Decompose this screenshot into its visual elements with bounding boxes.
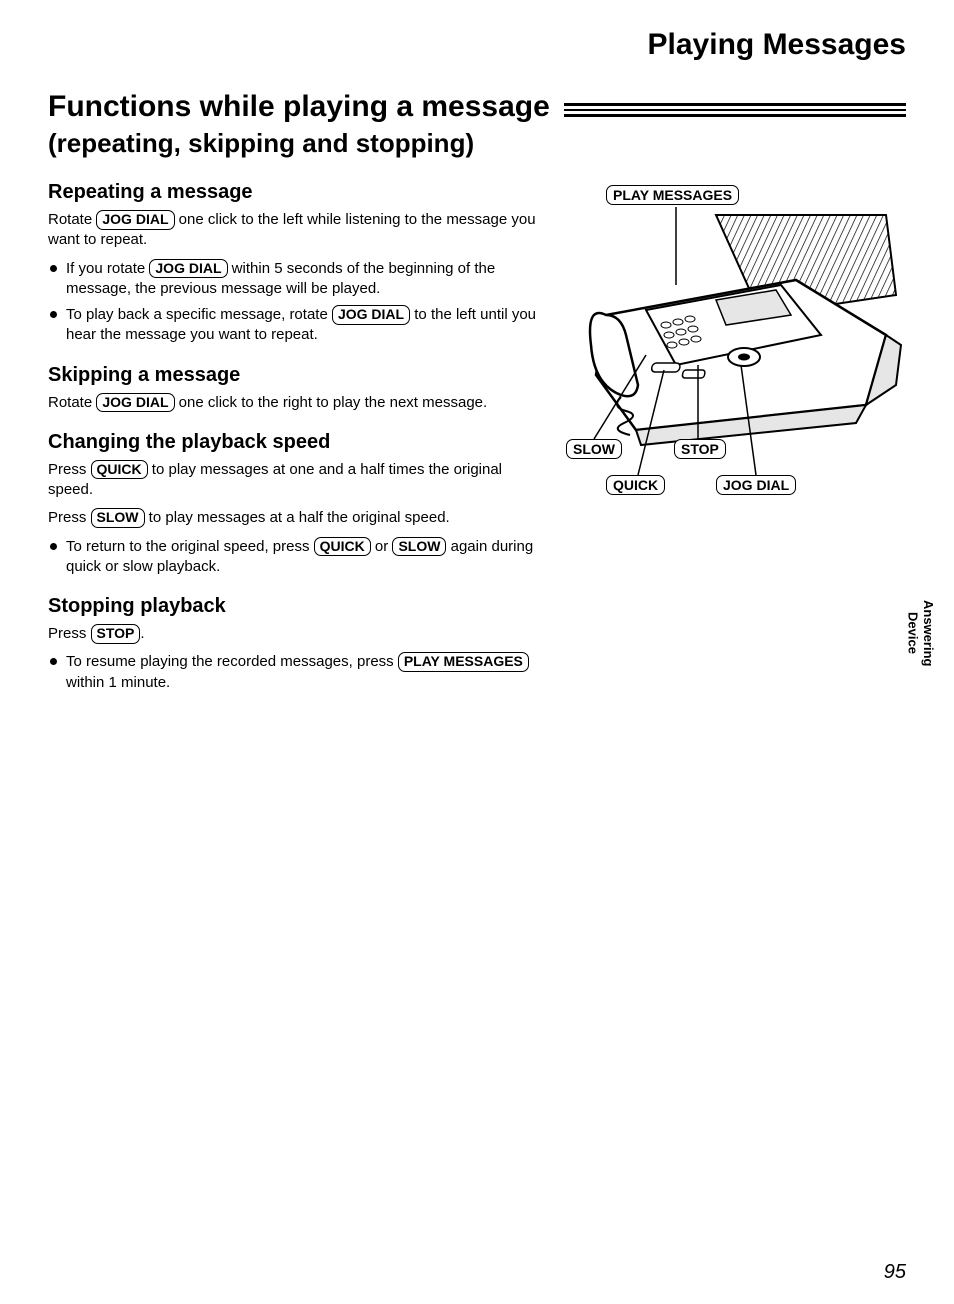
text: To play back a specific message, rotate <box>66 306 332 323</box>
repeating-intro: Rotate JOG DIAL one click to the left wh… <box>48 210 542 251</box>
tab-line-1: Answering <box>921 600 936 666</box>
jog-dial-button-label: JOG DIAL <box>149 259 227 279</box>
page-number: 95 <box>884 1261 906 1284</box>
stopping-p1: Press STOP. <box>48 624 542 644</box>
text: Rotate <box>48 394 96 411</box>
tab-line-2: Device <box>905 612 920 654</box>
stopping-heading: Stopping playback <box>48 595 542 618</box>
text: to play messages at a half the original … <box>145 509 450 526</box>
list-item: To play back a specific message, rotate … <box>48 305 542 346</box>
slow-callout: SLOW <box>566 439 622 459</box>
section-heading: Functions while playing a message <box>48 90 550 124</box>
quick-button-label: QUICK <box>91 460 148 480</box>
list-item: To resume playing the recorded messages,… <box>48 652 542 693</box>
slow-button-label: SLOW <box>91 508 145 528</box>
section-tab: Answering Device <box>905 600 936 666</box>
slow-button-label: SLOW <box>392 537 446 557</box>
skipping-heading: Skipping a message <box>48 364 542 387</box>
stopping-bullets: To resume playing the recorded messages,… <box>48 652 542 693</box>
stop-callout: STOP <box>674 439 726 459</box>
text: To resume playing the recorded messages,… <box>66 653 398 670</box>
diagram-column: PLAY MESSAGES SLOW STOP QUICK JOG DIAL <box>566 181 906 701</box>
text: or <box>371 538 393 555</box>
list-item: To return to the original speed, press Q… <box>48 537 542 578</box>
text: To return to the original speed, press <box>66 538 314 555</box>
quick-callout: QUICK <box>606 475 665 495</box>
speed-bullets: To return to the original speed, press Q… <box>48 537 542 578</box>
repeating-bullets: If you rotate JOG DIAL within 5 seconds … <box>48 259 542 346</box>
repeating-heading: Repeating a message <box>48 181 542 204</box>
two-column-layout: Repeating a message Rotate JOG DIAL one … <box>48 181 906 701</box>
text: If you rotate <box>66 260 149 277</box>
page-header-title: Playing Messages <box>48 28 906 62</box>
text-column: Repeating a message Rotate JOG DIAL one … <box>48 181 542 701</box>
play-messages-button-label: PLAY MESSAGES <box>398 652 529 672</box>
text: Press <box>48 625 91 642</box>
speed-p1: Press QUICK to play messages at one and … <box>48 460 542 501</box>
heading-rule <box>564 103 906 117</box>
jog-dial-callout: JOG DIAL <box>716 475 796 495</box>
text: Press <box>48 509 91 526</box>
play-messages-callout: PLAY MESSAGES <box>606 185 739 205</box>
skipping-intro: Rotate JOG DIAL one click to the right t… <box>48 393 542 413</box>
text: within 1 minute. <box>66 674 170 691</box>
text: Rotate <box>48 211 96 228</box>
text: one click to the right to play the next … <box>175 394 488 411</box>
section-subheading: (repeating, skipping and stopping) <box>48 128 906 159</box>
manual-page: Playing Messages Functions while playing… <box>0 0 954 1304</box>
text: Press <box>48 461 91 478</box>
stop-button-label: STOP <box>91 624 141 644</box>
section-heading-row: Functions while playing a message <box>48 90 906 124</box>
quick-button-label: QUICK <box>314 537 371 557</box>
speed-heading: Changing the playback speed <box>48 431 542 454</box>
jog-dial-button-label: JOG DIAL <box>96 210 174 230</box>
device-diagram: PLAY MESSAGES SLOW STOP QUICK JOG DIAL <box>566 185 906 505</box>
jog-dial-button-label: JOG DIAL <box>96 393 174 413</box>
list-item: If you rotate JOG DIAL within 5 seconds … <box>48 259 542 300</box>
jog-dial-button-label: JOG DIAL <box>332 305 410 325</box>
text: . <box>140 625 144 642</box>
speed-p2: Press SLOW to play messages at a half th… <box>48 508 542 528</box>
